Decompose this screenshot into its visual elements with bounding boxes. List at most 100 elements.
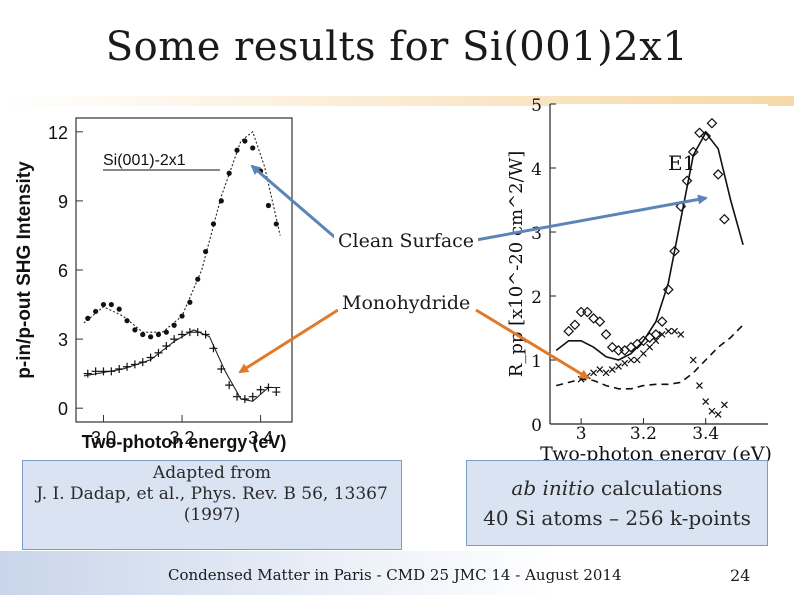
left-plus-point [193,328,202,337]
right-diamond-point [669,245,680,257]
right-dashed-curve [556,324,744,390]
left-dot-point [85,315,91,321]
left-plus-point [217,365,226,374]
left-plus-point [91,367,100,376]
left-x-axis-label: Two-photon energy (eV) [82,432,287,452]
left-dot-point [273,221,279,227]
left-dot-point [203,248,209,255]
right-diamond-point [600,329,612,340]
right-cross-point [714,410,722,418]
left-dot-point [218,198,224,204]
mono-arrow-right [475,308,590,380]
slide-title: Some results for Si(001)2x1 [105,24,689,70]
mono-arrow-left [238,308,339,374]
left-dot-point [179,313,185,319]
clean-surface-label: Clean Surface [334,228,479,254]
left-dot-point [148,334,154,340]
left-dot-point [140,331,146,338]
right-cross-point [652,337,660,345]
footer-bar [0,551,794,595]
source-line-2: J. I. Dadap, et al., Phys. Rev. B 56, 13… [36,484,388,504]
calc-ab-initio: ab initio [511,476,595,500]
right-cross-point [664,327,672,335]
left-dot-point [226,170,232,176]
right-cross-point [621,359,629,367]
left-dot-point [250,145,256,151]
right-ytick-label: 0 [531,416,542,436]
left-ytick-label: 9 [58,192,68,212]
right-cross-point [590,369,598,377]
left-xtick-label: 3.4 [248,428,273,448]
left-plus-point [233,392,242,401]
left-plus-point [83,369,92,378]
right-cross-point [602,369,610,377]
left-dot-point [108,301,114,308]
right-diamond-point [700,130,712,142]
right-xtick-label: 3.4 [692,424,719,444]
left-plus-point [248,392,257,401]
left-dot-point [116,306,122,312]
left-dot-point [187,299,193,305]
left-plus-point [99,367,108,376]
right-cross-point [696,382,703,390]
left-dot-point [132,327,138,333]
monohydride-label: Monohydride [338,290,475,316]
right-diamond-point [563,325,575,337]
right-diamond-point [712,169,724,180]
left-plus-point [209,344,218,353]
right-diamond-point [662,284,674,295]
left-plus-point [178,330,187,339]
right-cross-point [702,398,710,406]
left-dot-point [195,276,201,282]
right-diamond-point [656,316,668,327]
right-diamond-point [706,117,718,129]
left-dot-point [124,318,130,324]
left-plus-point [138,358,147,367]
left-dot-point [265,202,272,209]
right-cross-point [677,330,685,338]
left-plus-point [201,330,210,339]
left-plus-point [115,365,124,374]
right-ytick-label: 4 [531,160,542,180]
right-cross-point [640,350,647,358]
page-number: 24 [730,566,751,585]
source-citation-box: Adapted from J. I. Dadap, et al., Phys. … [22,460,402,550]
right-xtick-label: 3 [576,424,587,444]
right-diamond-point [650,329,662,340]
right-cross-point [671,327,678,335]
left-plus-point [123,362,132,371]
left-ytick-label: 12 [48,123,68,143]
right-ytick-label: 2 [531,288,542,308]
footer-text: Condensed Matter in Paris - CMD 25 JMC 1… [168,566,622,584]
source-line-1: Adapted from [152,463,272,483]
left-plus-point [256,385,265,394]
right-e1-annotation: E1 [668,151,695,175]
right-diamond-point [582,306,593,318]
left-y-axis-label: p-in/p-out SHG Intensity [14,161,35,379]
left-plus-point [146,353,155,362]
right-cross-point [708,407,716,415]
calculation-info-box: ab initio calculations 40 Si atoms – 256… [466,460,768,546]
left-ytick-label: 0 [58,399,68,419]
right-cross-point [615,362,622,370]
left-plus-point [240,394,249,403]
title-underline-band [0,96,794,106]
calc-line-2: 40 Si atoms – 256 k-points [483,506,751,530]
calc-line-1-rest: calculations [594,476,723,500]
left-plus-point [107,367,116,376]
right-ytick-label: 1 [531,352,542,372]
right-diamond-point [606,341,618,353]
left-dot-point [93,308,99,315]
left-plus-point [162,342,171,350]
right-y-axis-label: R_pp [x10^-20 cm^2/W] [506,151,527,377]
left-ytick-label: 6 [58,261,68,281]
right-ytick-label: 5 [531,96,542,116]
left-chart: 0 3 6 9 12 3.0 3.2 3.4 Si(001)-2x1 p-in/p-out S… [14,117,293,452]
right-diamond-point [594,316,606,327]
left-plus-point [225,381,234,390]
right-solid-curve [555,131,744,361]
calc-line-1: ab initio calculations [467,473,767,503]
right-diamond-point [588,313,599,324]
right-ytick-label: 3 [531,224,542,244]
source-line-3: (1997) [183,505,241,525]
